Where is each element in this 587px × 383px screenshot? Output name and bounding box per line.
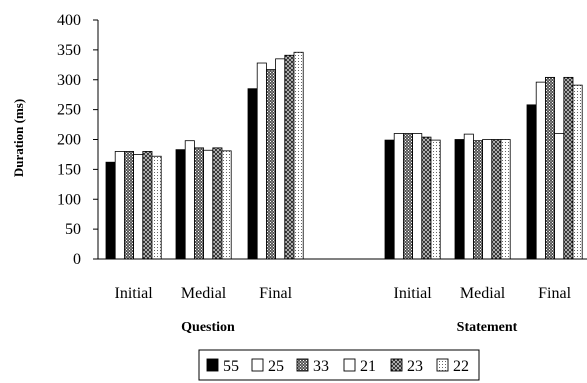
bar-55 (384, 139, 395, 260)
legend-swatch-22 (436, 358, 449, 372)
legend-label: 23 (407, 358, 423, 375)
bar-25 (256, 62, 267, 260)
legend-box (198, 349, 480, 381)
bar-55 (175, 149, 186, 260)
legend: 55 25 33 21 23 22 (198, 349, 480, 381)
bar-21 (275, 58, 286, 260)
bar-22 (430, 139, 441, 260)
bar-23 (284, 54, 295, 260)
group-labels: Question Statement (181, 320, 518, 335)
bar-55 (526, 104, 537, 260)
bar-55 (105, 161, 116, 260)
bar-21 (412, 133, 423, 260)
legend-label: 55 (223, 358, 239, 375)
bar-23 (212, 147, 223, 260)
legend-swatch-25 (251, 358, 264, 372)
bar-25 (463, 133, 474, 260)
legend-label: 25 (268, 358, 284, 375)
bar-23 (142, 151, 153, 260)
category-label: Initial (393, 285, 432, 302)
bar-25 (114, 151, 125, 260)
bar-22 (572, 84, 583, 260)
group-label: Statement (457, 320, 518, 335)
bar-33 (545, 76, 556, 260)
bar-22 (293, 51, 304, 260)
y-axis-label: Duration (ms) (11, 99, 26, 177)
bar-21 (554, 133, 565, 260)
category-label: Final (259, 285, 292, 302)
y-axis-ticks: 0 50 100 150 200 250 300 350 400 (57, 12, 98, 268)
y-tick-label: 0 (73, 251, 81, 268)
y-tick-label: 350 (57, 42, 81, 59)
y-tick-label: 150 (57, 161, 81, 178)
legend-swatch-55 (206, 358, 219, 372)
bar-23 (563, 76, 574, 260)
y-tick-label: 200 (57, 132, 81, 149)
bar-55 (247, 88, 258, 260)
bar-22 (500, 139, 511, 260)
bar-22 (221, 150, 232, 260)
y-tick-label: 100 (57, 191, 81, 208)
category-label: Initial (114, 285, 153, 302)
legend-swatch-21 (343, 358, 356, 372)
bar-55 (454, 139, 465, 260)
bar-33 (402, 133, 413, 260)
bar-33 (472, 140, 483, 260)
category-label: Medial (181, 285, 227, 302)
bar-23 (421, 136, 432, 260)
category-labels: Initial Medial Final Initial Medial Final (114, 285, 571, 302)
legend-label: 22 (453, 358, 469, 375)
y-tick-label: 250 (57, 102, 81, 119)
legend-swatch-23 (390, 358, 403, 372)
category-label: Medial (460, 285, 506, 302)
legend-label: 21 (360, 358, 376, 375)
bar-25 (535, 81, 546, 260)
y-tick-label: 400 (57, 12, 81, 29)
bar-21 (482, 139, 493, 260)
y-tick-label: 300 (57, 72, 81, 89)
category-label: Final (538, 285, 571, 302)
legend-label: 33 (313, 358, 329, 375)
bar-23 (491, 139, 502, 260)
bar-25 (184, 140, 195, 260)
group-label: Question (181, 320, 235, 335)
bar-33 (124, 151, 135, 260)
bars (105, 51, 583, 260)
legend-swatch-33 (296, 358, 309, 372)
y-tick-label: 50 (65, 221, 81, 238)
bar-21 (203, 149, 214, 260)
bar-33 (265, 69, 276, 260)
bar-21 (133, 154, 144, 260)
bar-25 (393, 133, 404, 260)
bar-33 (193, 147, 204, 260)
bar-22 (151, 155, 162, 260)
